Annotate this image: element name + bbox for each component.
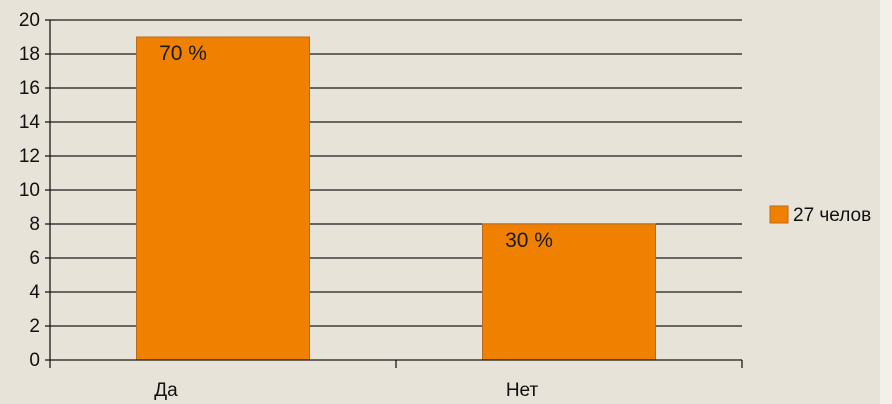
legend: 27 челов: [769, 205, 871, 226]
right-edge-strip: [880, 0, 892, 404]
y-tick-label-14: 14: [19, 112, 41, 133]
legend-label: 27 челов: [793, 205, 871, 226]
x-tick-label-0: Да: [154, 380, 178, 401]
data-label-0: 70 %: [159, 42, 207, 65]
y-tick-label-16: 16: [19, 78, 40, 99]
x-tick-label-1: Нет: [506, 380, 539, 401]
legend-swatch: [769, 205, 789, 224]
y-tick-label-18: 18: [19, 44, 40, 65]
x-tick-labels: Да Нет: [154, 380, 538, 401]
data-labels: 70 % 30 %: [159, 42, 553, 252]
y-tick-label-0: 0: [29, 350, 40, 371]
bars: [136, 36, 656, 361]
axes: [45, 19, 743, 368]
y-tick-label-2: 2: [29, 316, 40, 337]
y-tick-label-8: 8: [29, 214, 40, 235]
bar-0: [136, 36, 310, 361]
y-tick-label-4: 4: [29, 282, 40, 303]
y-tick-label-6: 6: [29, 248, 40, 269]
y-tick-label-12: 12: [19, 146, 40, 167]
y-tick-label-20: 20: [19, 10, 40, 31]
y-tick-labels: 0 2 4 6 8 10 12 14 16 18 20: [19, 10, 41, 371]
data-label-1: 30 %: [505, 229, 553, 252]
y-tick-label-10: 10: [19, 180, 40, 201]
bar-1: [482, 223, 656, 361]
